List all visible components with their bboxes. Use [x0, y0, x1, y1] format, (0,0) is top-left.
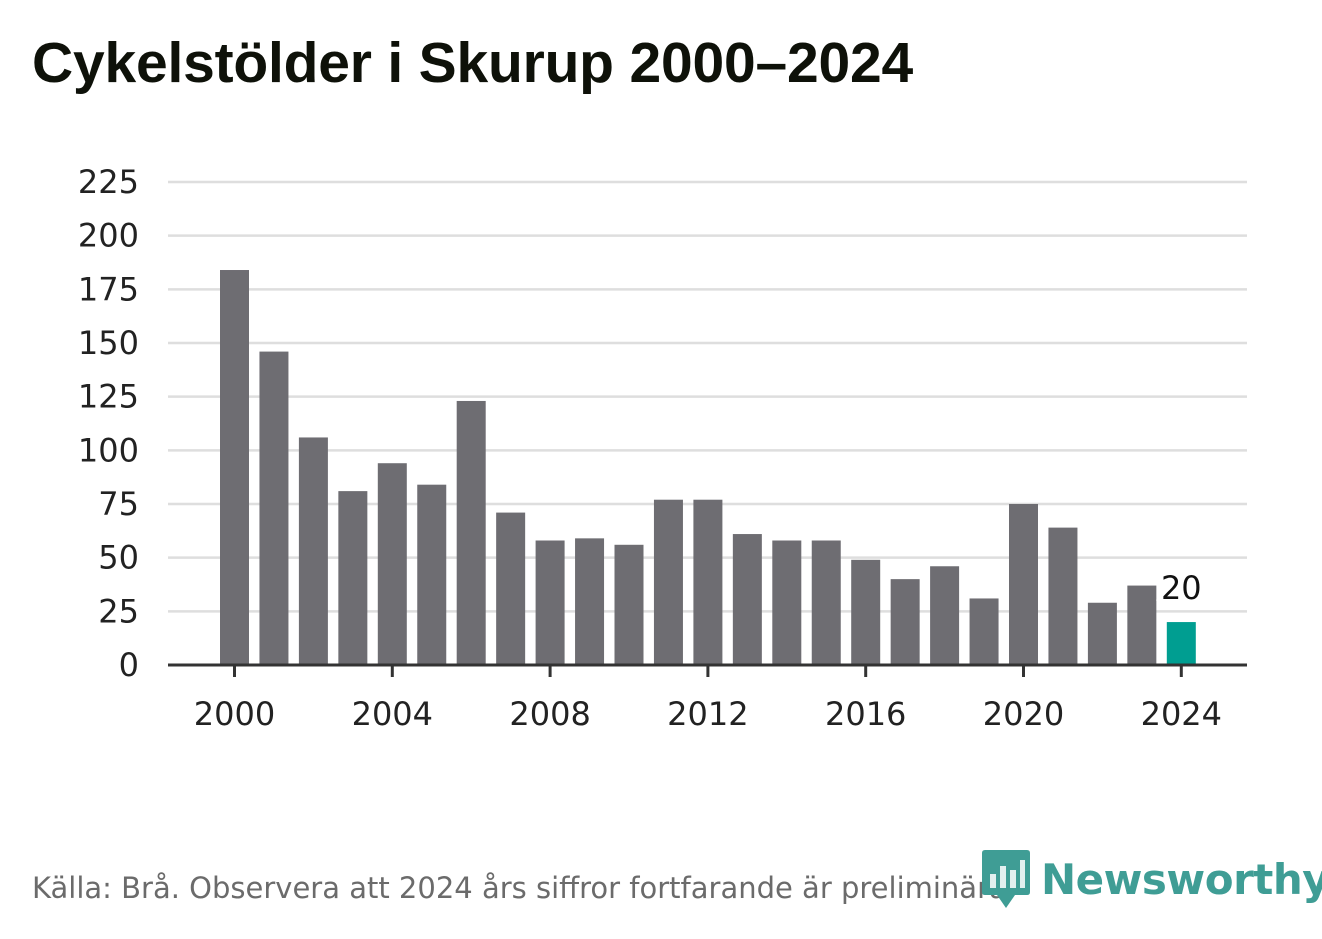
- bar-2004[interactable]: [377, 463, 407, 665]
- y-tick-label-75: 75: [98, 485, 139, 523]
- bar-2021[interactable]: [1048, 527, 1078, 665]
- bar-2000[interactable]: [220, 270, 249, 665]
- x-tick-label-2000: 2000: [194, 695, 275, 733]
- x-tick-label-2012: 2012: [667, 695, 748, 733]
- bar-2016[interactable]: [851, 559, 881, 665]
- bar-2009[interactable]: [575, 538, 605, 665]
- bar-2017[interactable]: [890, 579, 920, 665]
- y-tick-label-125: 125: [78, 378, 139, 416]
- brand-name: Newsworthy: [1041, 854, 1322, 904]
- bar-2023[interactable]: [1127, 585, 1157, 665]
- bar-2008[interactable]: [535, 540, 565, 665]
- bar-2018[interactable]: [930, 566, 960, 665]
- bar-2003[interactable]: [338, 491, 368, 665]
- bar-2006[interactable]: [456, 400, 486, 665]
- bar-2002[interactable]: [298, 437, 328, 665]
- bar-2014[interactable]: [772, 540, 802, 665]
- source-note: Källa: Brå. Observera att 2024 års siffr…: [32, 871, 1016, 905]
- bar-2020[interactable]: [1009, 504, 1038, 665]
- chart-title: Cykelstölder i Skurup 2000–2024: [32, 31, 913, 95]
- x-axis: [168, 663, 1247, 677]
- y-tick-label-200: 200: [78, 217, 139, 255]
- newsworthy-logo-icon: [982, 850, 1030, 908]
- x-tick-label-2016: 2016: [825, 695, 906, 733]
- y-tick-label-150: 150: [78, 324, 139, 362]
- bars: [220, 270, 1196, 665]
- data-label-2024: 20: [1161, 569, 1202, 607]
- bar-2005[interactable]: [417, 484, 447, 665]
- newsworthy-logo[interactable]: Newsworthy: [981, 848, 1322, 910]
- x-tick-label-2020: 2020: [983, 695, 1064, 733]
- bar-2013[interactable]: [732, 534, 762, 665]
- data-label-marker: [1156, 596, 1165, 605]
- y-tick-label-25: 25: [98, 592, 139, 630]
- y-axis-tick-labels: 0 25 50 75 100 125 150 175 200 225: [78, 163, 139, 684]
- bar-2015[interactable]: [811, 540, 841, 665]
- x-tick-label-2008: 2008: [509, 695, 590, 733]
- y-tick-label-100: 100: [78, 431, 139, 469]
- bar-2011[interactable]: [653, 499, 683, 665]
- bar-2010[interactable]: [614, 544, 644, 665]
- y-tick-label-0: 0: [119, 646, 139, 684]
- data-labels: 20: [1156, 566, 1205, 610]
- bar-2024[interactable]: [1166, 622, 1196, 665]
- x-tick-label-2024: 2024: [1141, 695, 1222, 733]
- y-tick-label-50: 50: [98, 539, 139, 577]
- bar-2019[interactable]: [969, 598, 999, 665]
- y-tick-label-175: 175: [78, 270, 139, 308]
- x-axis-tick-labels: 2000 2004 2008 2012 2016 2020 2024: [194, 695, 1222, 733]
- bar-2012[interactable]: [693, 499, 723, 665]
- x-tick-label-2004: 2004: [352, 695, 433, 733]
- bar-2022[interactable]: [1087, 602, 1117, 665]
- bar-2001[interactable]: [259, 351, 289, 665]
- bar-2007[interactable]: [496, 512, 526, 665]
- y-tick-label-225: 225: [78, 163, 139, 201]
